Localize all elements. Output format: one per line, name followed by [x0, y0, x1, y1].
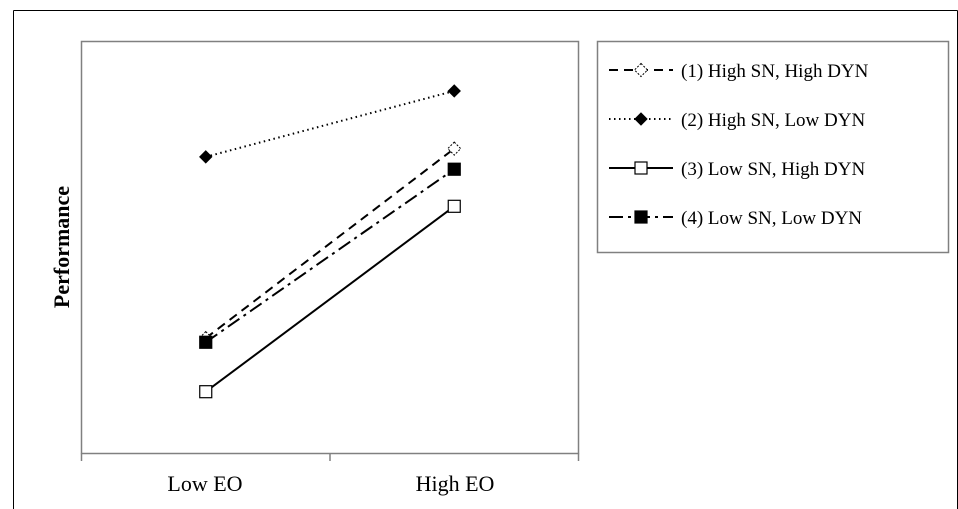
series-line	[205, 168, 455, 344]
legend-marker	[634, 112, 648, 126]
legend-label: (2) High SN, Low DYN	[681, 110, 865, 131]
series-4	[199, 162, 461, 349]
legend-item: (4) Low SN, Low DYN	[609, 208, 862, 229]
legend-label: (4) Low SN, Low DYN	[681, 208, 862, 229]
x-tick-label: High EO	[416, 471, 495, 496]
plot-area	[80, 40, 580, 455]
y-axis-label: Performance	[49, 186, 74, 308]
x-tick-label: Low EO	[167, 471, 242, 496]
legend-label: (3) Low SN, High DYN	[681, 159, 865, 180]
series-line	[205, 205, 455, 393]
legend-marker	[634, 210, 648, 224]
legend: (1) High SN, High DYN (2) High SN, Low DY…	[596, 40, 950, 254]
legend-marker	[633, 62, 649, 78]
series-2	[199, 84, 461, 164]
data-point	[199, 150, 213, 164]
data-point	[447, 199, 461, 213]
series-3	[199, 199, 461, 399]
data-point	[199, 335, 213, 349]
data-point	[199, 385, 213, 399]
data-point	[447, 141, 462, 156]
legend-item: (2) High SN, Low DYN	[609, 110, 865, 131]
legend-marker	[634, 161, 648, 175]
legend-label: (1) High SN, High DYN	[681, 61, 869, 82]
legend-entries: (1) High SN, High DYN (2) High SN, Low DY…	[609, 61, 869, 229]
data-point	[447, 162, 461, 176]
series-line	[205, 147, 455, 339]
series-layer	[198, 84, 462, 399]
data-point	[447, 84, 461, 98]
legend-item: (1) High SN, High DYN	[609, 61, 869, 82]
legend-item: (3) Low SN, High DYN	[609, 159, 865, 180]
x-axis-ticks	[80, 453, 580, 461]
